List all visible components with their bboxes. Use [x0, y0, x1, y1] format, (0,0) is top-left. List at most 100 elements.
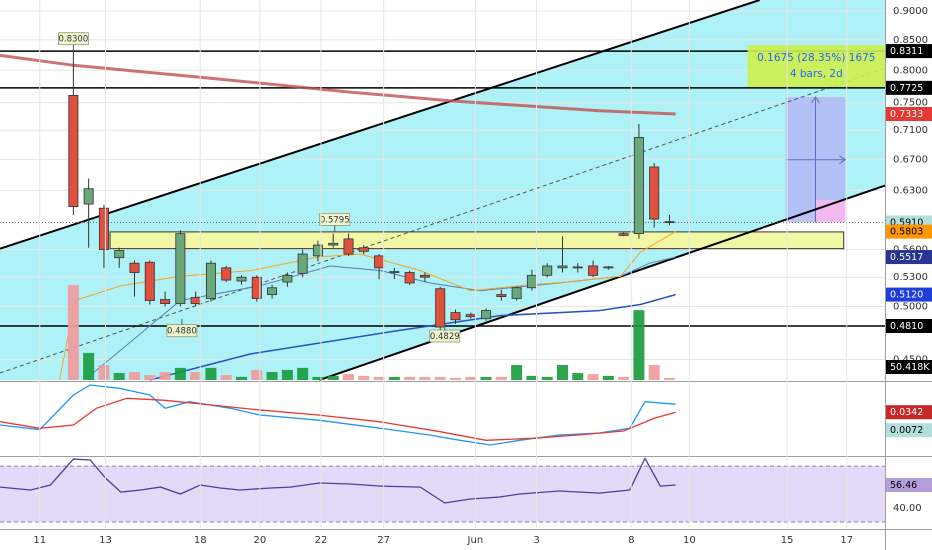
price-tag	[886, 423, 932, 438]
volume-bar	[205, 367, 217, 380]
price-tag-label: 0.5803	[890, 227, 923, 238]
volume-bar	[98, 365, 110, 380]
volume-bar	[266, 372, 278, 380]
candle-body	[129, 262, 140, 273]
x-tick-label: 15	[781, 535, 794, 546]
volume-bar	[129, 372, 141, 380]
y-tick-label: 40.00	[893, 503, 922, 514]
x-tick-label: 22	[315, 535, 328, 546]
price-tag-label: 0.7333	[890, 109, 923, 120]
price-tag-label: 50.418K	[890, 362, 930, 373]
measure-arrow	[811, 96, 820, 104]
x-tick-label: 18	[194, 535, 207, 546]
measure-shade	[815, 200, 846, 223]
y-tick-label: 0.7100	[893, 125, 928, 136]
volume-bar	[526, 375, 538, 380]
price-tag	[886, 478, 932, 493]
volume-bar	[190, 372, 202, 380]
volume-bar	[67, 285, 79, 380]
x-tick-label: 17	[840, 535, 853, 546]
candle-body	[603, 266, 614, 269]
measure-label: 0.1675 (28.35%) 1675	[757, 52, 875, 64]
volume-bar	[159, 372, 171, 380]
callout-label: 0.8300	[58, 35, 88, 45]
volume-bar	[648, 365, 660, 380]
candle-body	[98, 207, 109, 250]
volume-bar	[663, 377, 675, 380]
volume-bar	[618, 376, 630, 380]
volume-bar	[465, 376, 477, 380]
volume-bar	[556, 365, 568, 380]
candle-body	[511, 287, 522, 299]
measure-label-box	[747, 45, 885, 87]
price-tag	[886, 44, 932, 59]
volume-bar	[587, 374, 599, 380]
callout-box	[166, 324, 198, 338]
x-tick-label: 13	[99, 535, 112, 546]
price-tag	[886, 287, 932, 302]
candle-body	[282, 274, 293, 283]
price-tag	[886, 405, 932, 420]
candle-body	[83, 188, 94, 205]
indicator-line	[0, 397, 676, 441]
price-tag-label: 0.4810	[890, 321, 923, 332]
zone	[109, 231, 845, 250]
candle-body	[633, 136, 644, 235]
volume-bar	[633, 310, 645, 380]
volume-bar	[297, 367, 309, 380]
moving-average	[59, 231, 676, 381]
y-tick-label: 0.6700	[893, 154, 928, 165]
volume-bar	[327, 375, 339, 380]
x-tick-label: 11	[33, 535, 46, 546]
macd-pane	[0, 384, 676, 446]
y-tick-label: 0.8500	[893, 35, 928, 46]
price-tag-label: 0.0072	[890, 425, 923, 436]
candle-body	[526, 274, 537, 289]
candle-body	[160, 299, 171, 304]
candle-body	[389, 271, 400, 273]
volume-bar	[404, 376, 416, 380]
volume-bar	[174, 367, 186, 380]
candle-body	[205, 262, 216, 299]
callout-label: 0.5795	[320, 215, 350, 225]
volume-bar	[251, 369, 263, 380]
price-tag	[886, 250, 932, 265]
y-tick-label: 0.8000	[893, 65, 928, 76]
candle-body	[190, 297, 201, 304]
candle-body	[328, 242, 339, 246]
callout-box	[58, 32, 89, 46]
y-tick-label: 0.6300	[893, 185, 928, 196]
candle-body	[618, 233, 629, 236]
price-tag	[886, 80, 932, 95]
price-tag-label: 0.5910	[890, 217, 923, 228]
volume-bar	[419, 376, 431, 380]
candle-body	[343, 238, 354, 255]
volume-bar	[480, 376, 492, 380]
candle-body	[221, 267, 232, 281]
callout-label: 0.4880	[167, 327, 197, 337]
candle-body	[251, 276, 262, 299]
candle-body	[496, 294, 507, 297]
moving-average	[89, 256, 676, 376]
candle-body	[481, 310, 492, 320]
volume-bar	[312, 376, 324, 380]
volume-bar	[572, 373, 584, 380]
candle-body	[297, 253, 308, 274]
price-tag-label: 56.46	[890, 480, 917, 491]
candle-body	[664, 221, 675, 224]
callout-label: 0.4829	[430, 332, 460, 342]
trendline	[0, 67, 885, 374]
y-tick-label: 0.7500	[893, 98, 928, 109]
candle-body	[144, 261, 155, 301]
volume-bar	[342, 374, 354, 380]
price-tag	[886, 107, 932, 122]
y-tick-label: 0.5600	[893, 245, 928, 256]
candle-body	[465, 314, 476, 318]
rsi-band	[0, 466, 885, 522]
volume-bar	[511, 365, 523, 380]
volume-bar	[602, 375, 614, 380]
candle-body	[175, 233, 186, 304]
